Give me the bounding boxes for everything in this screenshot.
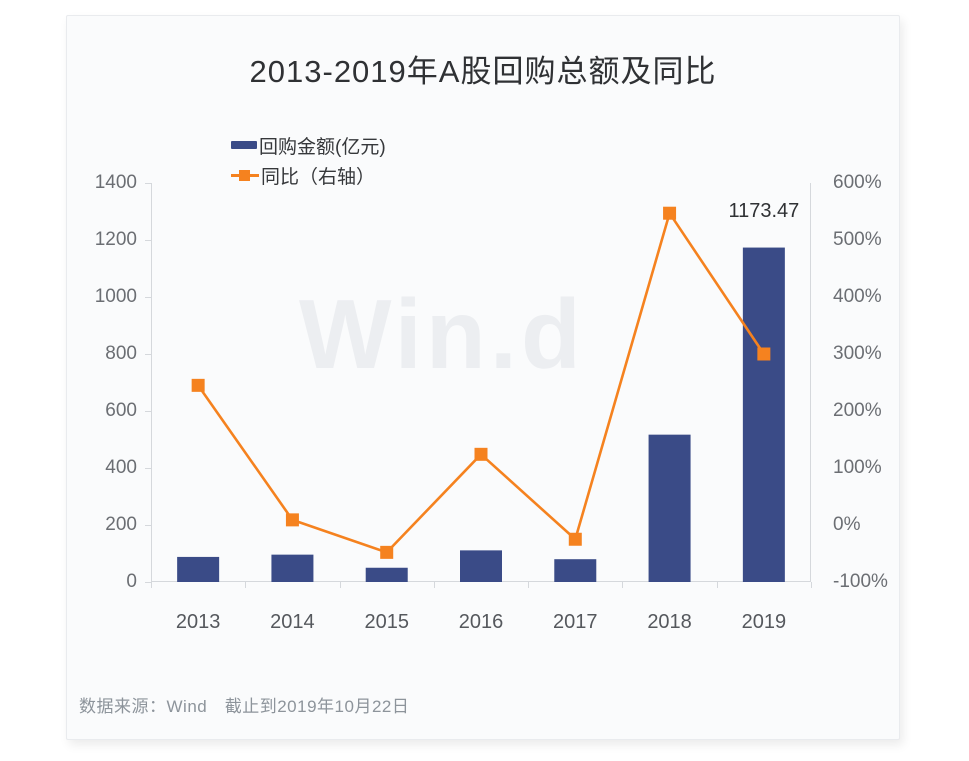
plot-area: 1173.47 [145,183,812,588]
x-label-2013: 2013 [175,611,221,633]
buyback-bar-swatch-icon [231,141,257,149]
legend: 回购金额(亿元) 同比（右轴） [231,134,386,188]
chart-card: 2013-2019年A股回购总额及同比 Win.d 回购金额(亿元) 同比（右轴… [66,15,900,740]
bar-2016 [460,550,502,582]
left-tick-0: 0 [126,571,137,592]
right-tick-100%: 100% [833,457,882,478]
right-tick-0%: 0% [833,514,861,535]
yoy-marker-2018 [663,206,677,220]
left-tick-200: 200 [105,514,137,535]
chart-canvas [145,183,812,588]
yoy-marker-2013 [191,378,205,392]
left-tick-800: 800 [105,343,137,364]
left-tick-1200: 1200 [94,229,137,250]
left-tick-600: 600 [105,400,137,421]
x-label-2016: 2016 [458,611,504,633]
data-source-note: 数据来源：Wind 截止到2019年10月22日 [79,697,410,716]
legend-item-buyback-label: 回购金额(亿元) [259,136,386,158]
yoy-marker-2019 [757,347,771,361]
bar-2015 [365,567,408,582]
yoy-square-marker-icon [239,169,250,181]
bar-2014 [271,554,314,582]
left-tick-400: 400 [105,457,137,478]
yoy-marker-2016 [474,447,488,461]
legend-item-buyback: 回购金额(亿元) [231,134,386,158]
yoy-marker-2015 [380,545,394,559]
right-tick--100%: -100% [833,571,888,592]
bar-2018 [648,434,691,582]
legend-item-yoy: 同比（右轴） [231,164,386,188]
x-axis-labels: 2013 2014 2015 2016 2017 2018 2019 [151,611,811,637]
legend-item-yoy-label: 同比（右轴） [261,166,376,188]
right-tick-400%: 400% [833,286,882,307]
yoy-marker-2017 [568,532,582,546]
x-label-2015: 2015 [364,611,409,633]
right-tick-300%: 300% [833,343,882,364]
right-tick-600%: 600% [833,172,882,193]
bar-2013 [177,556,220,582]
x-label-2018: 2018 [647,611,692,633]
left-tick-1400: 1400 [94,172,137,193]
max-bar-value-label: 1173.47 [728,199,800,222]
bar-2017 [554,559,597,582]
right-axis-labels: 600% 500% 400% 300% 200% 100% 0% -100% [833,172,913,592]
x-label-2017: 2017 [553,611,598,633]
chart-title: 2013-2019年A股回购总额及同比 [249,54,717,89]
right-tick-200%: 200% [833,400,882,421]
left-axis-labels: 1400 1200 1000 800 600 400 200 0 [67,172,137,592]
x-label-2019: 2019 [741,611,787,633]
wind-watermark: Win.d [299,279,585,389]
yoy-marker-2014 [285,513,299,527]
right-tick-500%: 500% [833,229,882,250]
bar-2019 [742,247,785,583]
x-label-2014: 2014 [270,611,315,633]
yoy-line-swatch-icon [231,169,259,181]
left-tick-1000: 1000 [94,286,137,307]
